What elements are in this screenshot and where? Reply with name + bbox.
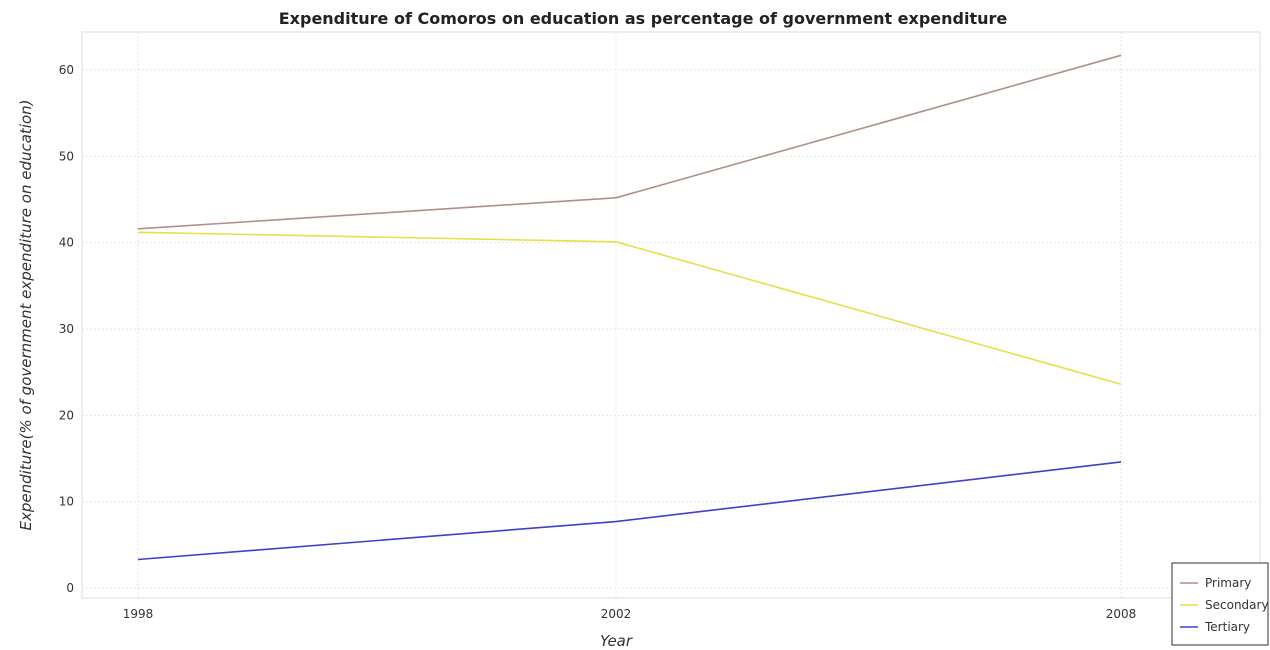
x-tick-label: 2002: [601, 607, 632, 621]
legend-label-primary: Primary: [1205, 576, 1251, 590]
y-tick-labels: 0 10 20 30 40 50 60: [59, 63, 74, 595]
y-tick-label: 40: [59, 236, 74, 250]
legend: Primary Secondary Tertiary: [1171, 562, 1269, 646]
y-tick-label: 20: [59, 408, 74, 422]
series-lines: [137, 54, 1122, 561]
grid-lines: [82, 32, 1260, 598]
plot-area: [81, 31, 1261, 599]
x-tick-label: 1998: [123, 607, 154, 621]
y-tick-label: 30: [59, 322, 74, 336]
x-tick-label: 2008: [1106, 607, 1137, 621]
y-tick-label: 60: [59, 63, 74, 77]
legend-box: [1171, 562, 1269, 646]
y-tick-label: 0: [66, 581, 74, 595]
y-axis-label: Expenditure(% of government expenditure …: [17, 100, 35, 531]
y-tick-label: 50: [59, 149, 74, 163]
x-tick-labels: 1998 2002 2008: [123, 607, 1137, 621]
y-tick-label: 10: [59, 495, 74, 509]
legend-label-secondary: Secondary: [1205, 598, 1269, 612]
x-axis-label: Year: [600, 632, 633, 650]
chart-title: Expenditure of Comoros on education as p…: [279, 9, 1008, 28]
legend-label-tertiary: Tertiary: [1204, 620, 1250, 634]
